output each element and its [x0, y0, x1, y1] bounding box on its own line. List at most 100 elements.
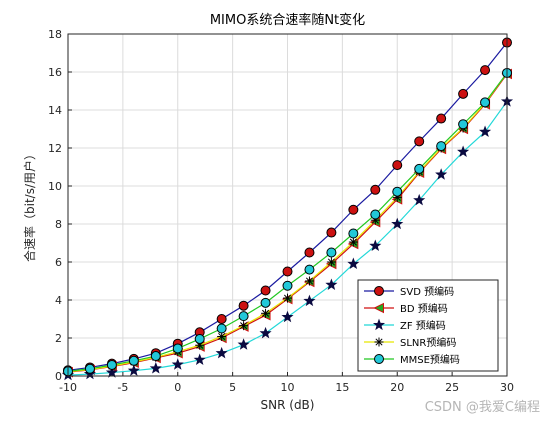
y-tick-label: 10 — [48, 180, 62, 193]
ticks: -10 -5 0 5 10 15 20 25 30 0 2 4 6 8 10 12 14 16 18 — [48, 28, 514, 394]
data-point — [325, 278, 338, 290]
legend-entry: BD 预编码 — [364, 302, 448, 315]
data-point — [193, 353, 206, 365]
legend-entry: SVD 预编码 — [364, 285, 454, 298]
data-point — [259, 326, 272, 339]
legend-marker — [372, 318, 386, 331]
data-point — [260, 297, 271, 308]
data-point — [326, 257, 336, 267]
legend-entry: ZF 预编码 — [364, 318, 446, 332]
data-point — [369, 239, 382, 251]
data-point — [304, 264, 315, 275]
data-point — [436, 113, 447, 124]
data-point — [457, 145, 470, 157]
data-point — [238, 311, 249, 322]
x-tick-label: 15 — [335, 381, 349, 394]
data-point — [370, 184, 381, 195]
legend-marker — [374, 337, 384, 347]
data-point — [370, 209, 381, 220]
data-point — [326, 247, 337, 258]
data-point — [413, 193, 426, 206]
data-point — [304, 276, 314, 286]
data-point — [281, 310, 294, 323]
data-point — [392, 186, 403, 197]
data-point — [215, 346, 228, 359]
data-point — [480, 65, 491, 76]
legend-marker — [374, 354, 384, 364]
data-point — [304, 247, 315, 258]
y-tick-label: 0 — [55, 370, 62, 383]
data-point — [105, 366, 118, 378]
series-5 — [63, 67, 512, 377]
data-point — [282, 266, 293, 277]
watermark: CSDN @我爱C编程 — [424, 400, 540, 415]
x-tick-label: 30 — [500, 381, 514, 394]
data-point — [414, 136, 425, 147]
y-tick-label: 18 — [48, 28, 62, 41]
legend-label: MMSE预编码 — [400, 353, 460, 366]
y-tick-label: 16 — [48, 66, 62, 79]
data-point — [239, 321, 249, 331]
data-point — [128, 355, 139, 366]
y-tick-label: 12 — [48, 142, 62, 155]
data-point — [84, 363, 95, 374]
x-tick-label: 5 — [229, 381, 236, 394]
y-tick-label: 6 — [55, 256, 62, 269]
data-point — [150, 351, 161, 362]
legend-label: BD 预编码 — [400, 302, 448, 315]
x-tick-label: 25 — [445, 381, 459, 394]
data-point — [436, 141, 447, 152]
data-point — [171, 358, 184, 370]
data-point — [391, 217, 404, 230]
data-point — [458, 119, 469, 130]
x-tick-label: 20 — [390, 381, 404, 394]
legend-label: SLNR预编码 — [400, 336, 456, 349]
data-point — [435, 168, 448, 180]
legend-marker — [374, 286, 384, 296]
data-point — [260, 285, 271, 296]
data-point — [303, 294, 316, 307]
data-point — [127, 364, 140, 376]
data-point — [479, 125, 492, 137]
x-tick-label: 0 — [174, 381, 181, 394]
legend-label: ZF 预编码 — [400, 319, 446, 332]
y-tick-label: 8 — [55, 218, 62, 231]
legend-marker — [373, 302, 384, 314]
data-point — [348, 228, 359, 239]
data-point — [261, 308, 271, 318]
y-tick-label: 14 — [48, 104, 62, 117]
x-axis-label: SNR (dB) — [261, 398, 315, 412]
data-point — [347, 257, 360, 270]
data-point — [217, 331, 227, 341]
y-axis-label: 合速率（bit/s/用户） — [22, 148, 37, 262]
data-point — [326, 227, 337, 238]
legend-label: SVD 预编码 — [400, 285, 454, 298]
data-point — [283, 293, 292, 303]
legend-entry: MMSE预编码 — [364, 353, 460, 366]
data-point — [149, 362, 162, 374]
data-point — [480, 97, 491, 108]
legend: SVD 预编码 BD 预编码 ZF 预编码 SLNR预编码 MMSE预编码 — [357, 279, 499, 372]
x-tick-label: -10 — [59, 381, 77, 394]
data-point — [172, 343, 183, 354]
data-point — [237, 338, 250, 350]
data-point — [282, 280, 293, 291]
data-point — [194, 333, 205, 344]
chart-title: MIMO系统合速率随Nt变化 — [210, 12, 365, 28]
data-point — [216, 323, 227, 334]
data-point — [106, 359, 117, 370]
series-layer — [61, 37, 514, 381]
data-point — [458, 88, 469, 99]
y-tick-label: 2 — [55, 332, 62, 345]
legend-entry: SLNR预编码 — [364, 336, 456, 349]
data-point — [348, 204, 359, 215]
data-point — [238, 300, 249, 311]
data-point — [348, 237, 358, 247]
data-point — [414, 163, 425, 174]
data-point — [216, 314, 227, 324]
y-tick-label: 4 — [55, 294, 62, 307]
x-tick-label: 10 — [281, 381, 295, 394]
x-tick-label: -5 — [117, 381, 128, 394]
data-point — [392, 160, 403, 171]
